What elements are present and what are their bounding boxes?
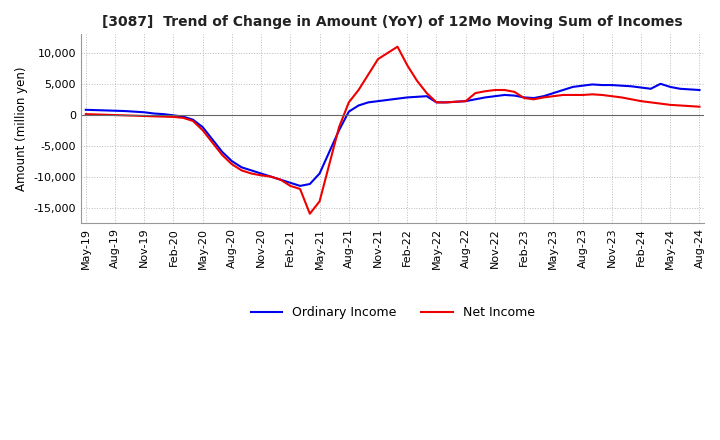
Net Income [393, 44, 402, 49]
Ordinary Income [393, 96, 402, 101]
Legend: Ordinary Income, Net Income: Ordinary Income, Net Income [246, 301, 539, 324]
Net Income [696, 104, 704, 110]
Ordinary Income [656, 81, 665, 87]
Ordinary Income [432, 100, 441, 105]
Net Income [403, 62, 412, 68]
Line: Net Income: Net Income [86, 47, 700, 214]
Title: [3087]  Trend of Change in Amount (YoY) of 12Mo Moving Sum of Incomes: [3087] Trend of Change in Amount (YoY) o… [102, 15, 683, 29]
Net Income [344, 100, 353, 105]
Line: Ordinary Income: Ordinary Income [86, 84, 700, 186]
Net Income [81, 111, 90, 117]
Net Income [442, 100, 451, 105]
Ordinary Income [696, 88, 704, 93]
Net Income [490, 88, 499, 93]
Ordinary Income [490, 94, 499, 99]
Ordinary Income [344, 109, 353, 114]
Net Income [305, 211, 314, 216]
Net Income [159, 114, 168, 119]
Ordinary Income [296, 183, 305, 188]
Ordinary Income [81, 107, 90, 113]
Y-axis label: Amount (million yen): Amount (million yen) [15, 66, 28, 191]
Ordinary Income [481, 95, 490, 100]
Net Income [500, 88, 509, 93]
Ordinary Income [159, 111, 168, 117]
